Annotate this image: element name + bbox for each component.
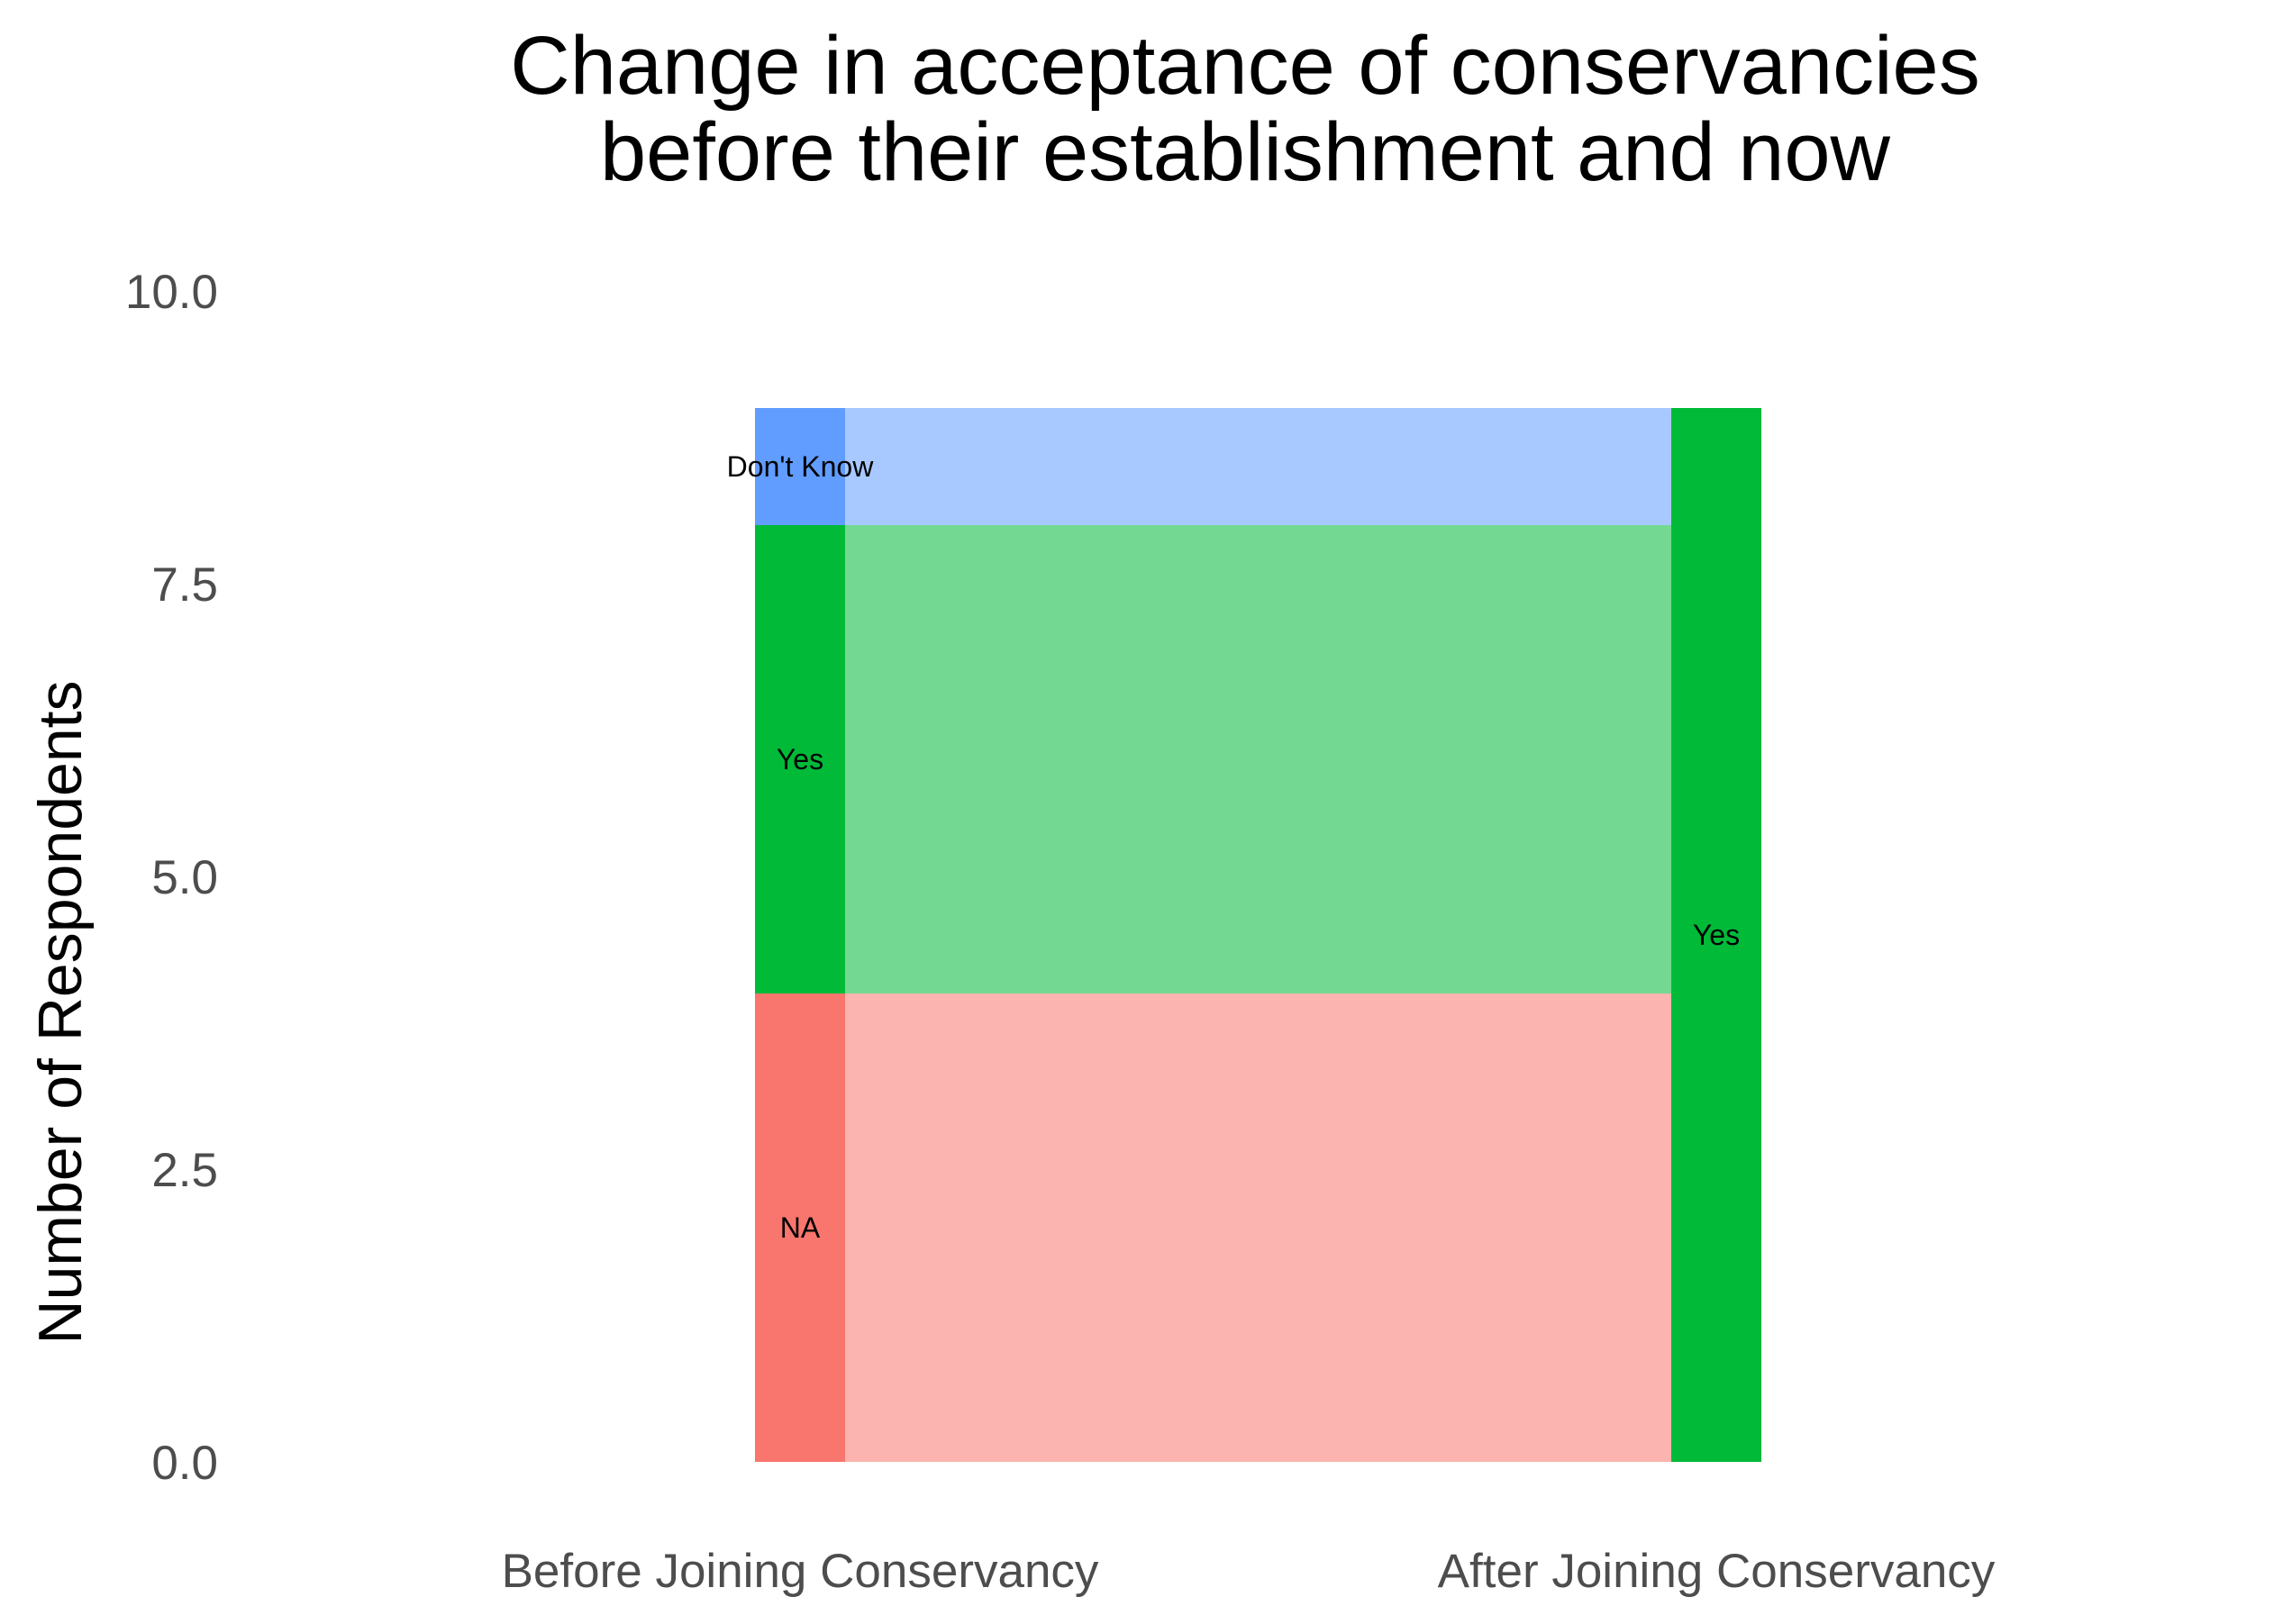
y-axis-ticks: 0.0 2.5 5.0 7.5 10.0 <box>125 266 218 1490</box>
x-axis-labels: Before Joining Conservancy After Joining … <box>502 1545 1996 1598</box>
y-axis-title: Number of Respondents <box>26 680 95 1344</box>
y-tick-label: 10.0 <box>125 266 218 319</box>
stratum-labels: NA Yes Don't Know Yes <box>727 450 1740 1244</box>
flow-na-to-yes <box>845 993 1671 1462</box>
y-tick-label: 5.0 <box>151 851 218 904</box>
x-axis-label-after: After Joining Conservancy <box>1438 1545 1996 1598</box>
stratum-after-yes <box>1671 408 1761 1462</box>
y-tick-label: 0.0 <box>151 1437 218 1490</box>
y-tick-label: 7.5 <box>151 558 218 612</box>
stratum-label-after-yes: Yes <box>1693 919 1740 951</box>
stratum-label-before-don-t-know: Don't Know <box>727 450 875 483</box>
flow-yes-to-yes <box>845 525 1671 993</box>
chart-title: Change in acceptance of conservancies be… <box>510 20 1979 198</box>
stratum-before-na <box>755 993 845 1462</box>
chart-title-line-2: before their establishment and now <box>600 106 1891 198</box>
y-tick-label: 2.5 <box>151 1144 218 1197</box>
x-axis-label-before: Before Joining Conservancy <box>502 1545 1099 1598</box>
alluvial-strata <box>755 408 1761 1462</box>
alluvial-flows <box>845 408 1671 1462</box>
stratum-before-yes <box>755 525 845 993</box>
chart-title-line-1: Change in acceptance of conservancies <box>510 20 1979 112</box>
stratum-label-before-na: NA <box>780 1211 821 1244</box>
flow-don-t-know-to-yes <box>845 408 1671 525</box>
stratum-before-don-t-know <box>755 408 845 525</box>
stratum-label-before-yes: Yes <box>777 743 823 776</box>
